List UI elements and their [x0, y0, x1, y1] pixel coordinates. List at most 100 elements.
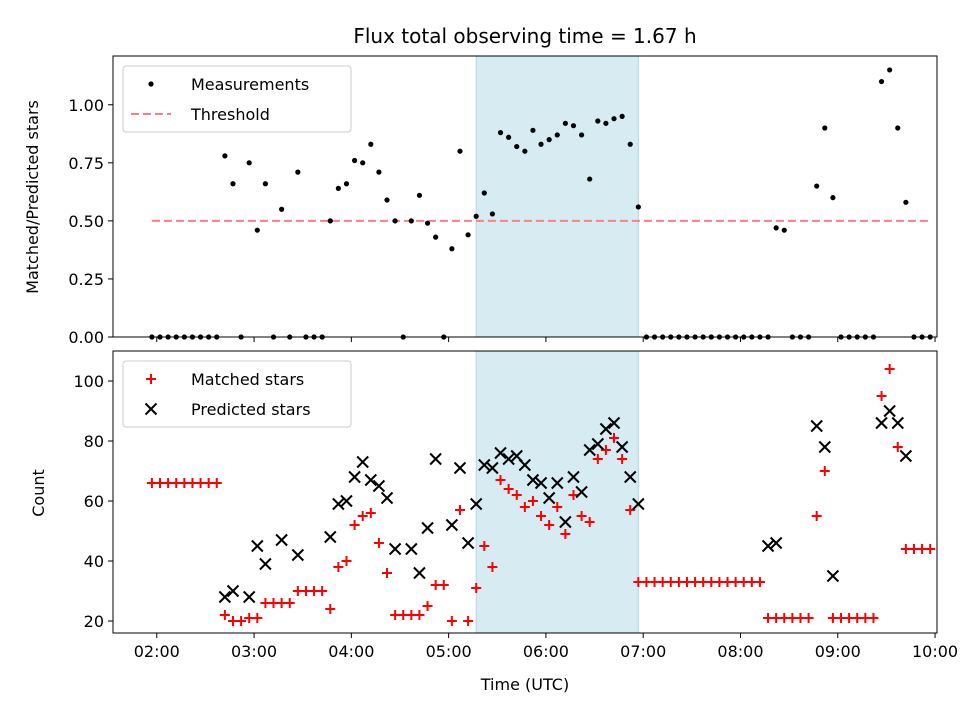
matched-stars-point: [479, 541, 490, 551]
top-y-tick-label: 0.00: [68, 328, 104, 347]
matched-stars-point: [868, 613, 879, 623]
matched-stars-point: [333, 562, 344, 572]
matched-stars-point: [365, 508, 376, 518]
measurement-point: [570, 123, 577, 129]
predicted-stars-point: [591, 437, 605, 451]
bottom-legend: Matched stars Predicted stars: [122, 360, 352, 428]
x-tick-label: 09:00: [815, 642, 861, 661]
measurement-point: [895, 125, 901, 131]
measurement-point: [830, 195, 836, 201]
predicted-stars-point: [226, 584, 240, 598]
x-tick-label: 07:00: [620, 642, 666, 661]
measurement-point: [878, 78, 885, 85]
bottom-axes-frame: [112, 350, 938, 634]
predicted-stars-point: [259, 557, 272, 571]
predicted-stars-point: [875, 416, 888, 430]
measurement-point: [506, 134, 512, 140]
matched-stars-point: [454, 505, 465, 515]
legend-label: Threshold: [190, 105, 270, 124]
measurement-point: [578, 132, 585, 138]
chart-title: Flux total observing time = 1.67 h: [353, 24, 696, 48]
measurement-point: [514, 143, 520, 150]
x-tick-label: 03:00: [231, 642, 277, 661]
predicted-stars-point: [356, 455, 369, 469]
measurement-point: [587, 176, 593, 182]
measurement-point: [530, 127, 536, 133]
bottom-highlight-span: [475, 350, 639, 634]
predicted-stars-point: [559, 515, 572, 529]
measurement-point: [351, 157, 358, 164]
measurement-point: [822, 125, 828, 131]
legend-marker-predicted: [144, 402, 158, 416]
predicted-stars-point: [632, 497, 645, 511]
matched-stars-point: [284, 598, 295, 608]
measurement-point: [887, 67, 893, 73]
predicted-stars-point: [486, 461, 499, 475]
predicted-stars-point: [405, 542, 418, 556]
x-tick-label: 08:00: [717, 642, 763, 661]
measurement-point: [384, 197, 390, 203]
measurement-point: [433, 234, 439, 240]
predicted-stars-point: [575, 485, 588, 499]
matched-stars-point: [341, 556, 352, 566]
x-tick-label: 05:00: [426, 642, 472, 661]
predicted-stars-point: [761, 539, 775, 553]
predicted-stars-point: [364, 473, 378, 487]
measurement-point: [424, 220, 431, 226]
predicted-stars-point: [275, 533, 288, 547]
matched-stars-point: [325, 604, 336, 614]
predicted-stars-point: [624, 470, 637, 484]
predicted-stars-point: [372, 479, 386, 493]
measurement-point: [368, 141, 374, 147]
matched-stars-point: [357, 511, 368, 521]
predicted-stars-point: [380, 491, 394, 505]
bottom-y-tick-label: 80: [84, 432, 104, 451]
matched-stars-point: [609, 433, 620, 443]
predicted-stars-point: [469, 497, 483, 511]
matched-stars-point: [446, 616, 457, 626]
x-tick-label: 10:00: [912, 642, 958, 661]
legend-marker-measurements: [148, 81, 154, 87]
predicted-stars-point: [599, 422, 613, 436]
predicted-stars-point: [526, 473, 540, 487]
matched-stars-point: [252, 613, 263, 623]
measurement-point: [295, 169, 301, 175]
measurement-point: [627, 141, 633, 147]
predicted-stars-point: [340, 494, 353, 508]
measurement-point: [246, 160, 252, 166]
predicted-stars-point: [502, 452, 515, 466]
measurement-point: [562, 120, 568, 126]
top-y-tick-label: 0.25: [68, 270, 104, 289]
predicted-stars-point: [453, 461, 467, 475]
measurement-point: [376, 169, 382, 175]
predicted-stars-point: [883, 404, 896, 418]
matched-stars-point: [438, 580, 449, 590]
predicted-stars-point: [388, 542, 402, 556]
matched-stars-point: [892, 442, 903, 452]
legend-label: Measurements: [191, 75, 309, 94]
predicted-stars-point: [218, 590, 232, 604]
predicted-stars-point: [461, 536, 475, 550]
bottom-y-axis-label: Count: [29, 469, 48, 517]
matched-stars-point: [349, 520, 360, 530]
matched-stars-point: [463, 616, 474, 626]
top-y-tick-label: 0.50: [68, 212, 104, 231]
predicted-stars-point: [534, 476, 548, 490]
measurement-point: [903, 199, 909, 205]
top-legend-box: [122, 65, 352, 133]
top-y-tick-label: 1.00: [68, 96, 104, 115]
matched-stars-point: [803, 613, 814, 623]
predicted-stars-point: [607, 416, 621, 430]
measurement-point: [222, 153, 228, 159]
predicted-stars-point: [551, 476, 564, 490]
matched-stars-point: [617, 454, 628, 464]
matched-stars-point: [884, 364, 895, 374]
measurement-point: [481, 190, 487, 196]
legend-label: Matched stars: [191, 370, 304, 389]
matched-stars-point: [552, 502, 563, 512]
measurement-point: [457, 148, 463, 154]
predicted-stars-point: [413, 566, 426, 580]
predicted-stars-point: [542, 491, 556, 505]
matched-stars-point: [925, 544, 936, 554]
